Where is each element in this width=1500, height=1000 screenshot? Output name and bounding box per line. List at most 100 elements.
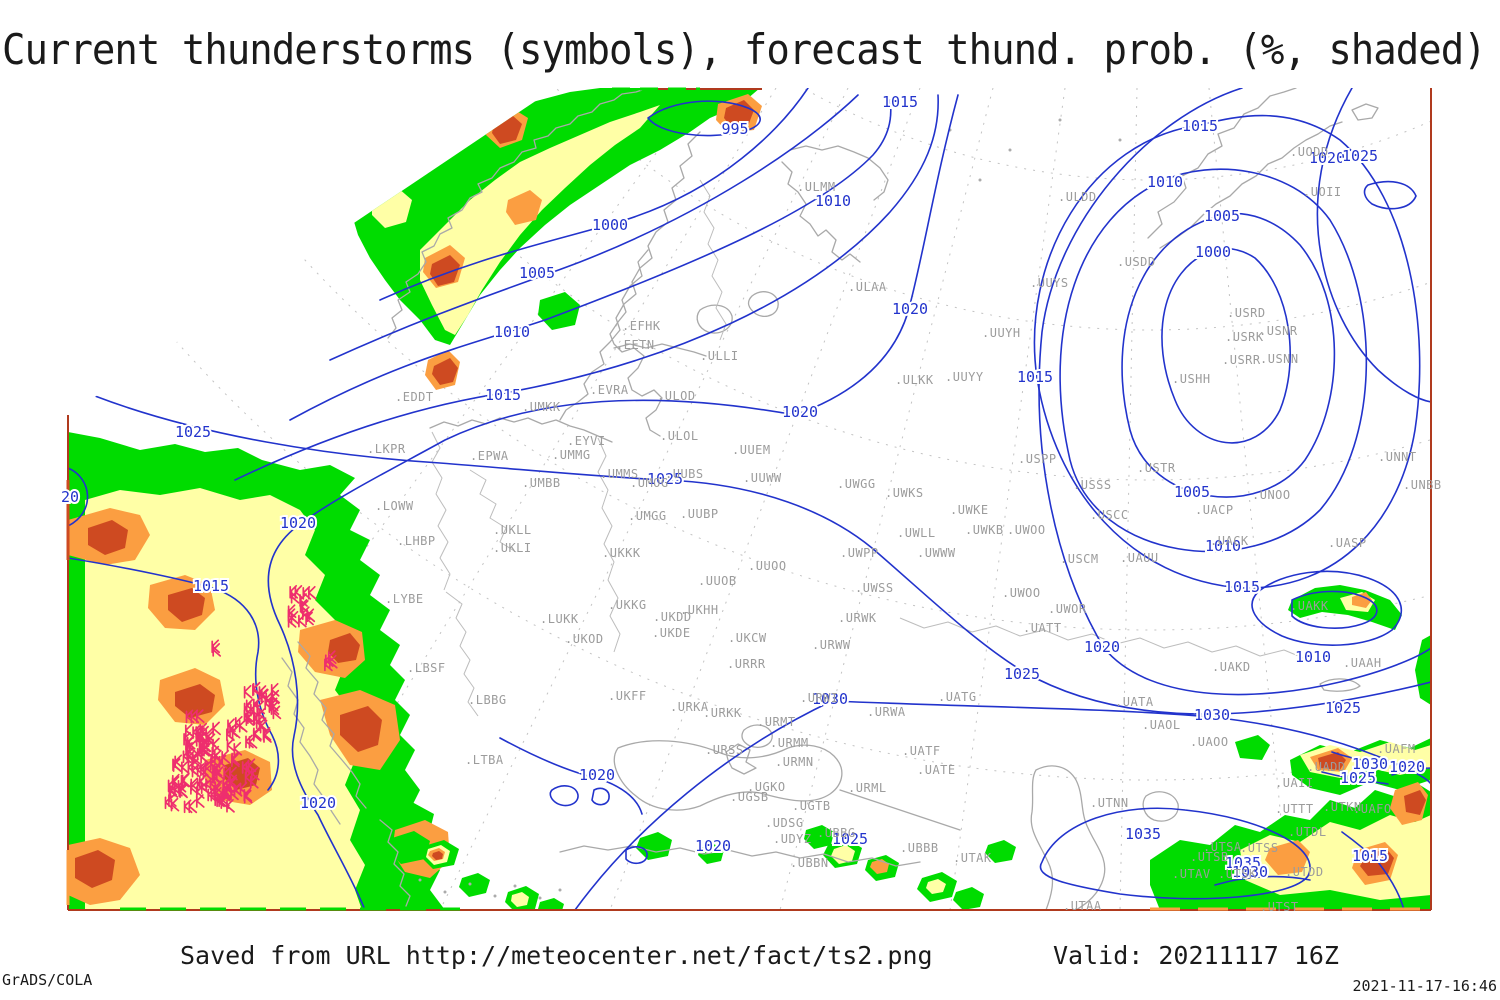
station-id-label: .LKPR (367, 442, 406, 456)
thunderstorm-symbol-icon (188, 799, 198, 814)
station-id-label: .UNOO (1252, 488, 1291, 502)
isobar-label: 1025 (832, 830, 868, 848)
thunderstorm-symbols (164, 584, 338, 814)
station-id-label: .UAFM (1377, 742, 1416, 756)
station-id-label: .UTAA (1063, 899, 1102, 913)
station-id-label: .LTBA (465, 753, 504, 767)
thunderstorm-symbol-icon (260, 688, 270, 703)
station-id-label: .LYBE (385, 592, 424, 606)
thunderstorm-symbol-icon (298, 613, 307, 628)
isobar-label: 1020 (1084, 638, 1120, 656)
isobar-label: 1000 (592, 216, 628, 234)
station-id-label: .USSS (1073, 478, 1112, 492)
station-id-label: .UKFF (608, 689, 647, 703)
station-id-label: .UNBB (1403, 478, 1442, 492)
thunderstorm-symbol-icon (270, 682, 280, 697)
station-id-label: .UWWW (917, 546, 956, 560)
station-id-label: .USRK (1225, 330, 1264, 344)
station-id-label: .UACP (1195, 503, 1234, 517)
isobar-label: 1030 (1194, 706, 1230, 724)
station-id-label: .UTST (1260, 900, 1299, 914)
station-id-label: .UWPP (840, 546, 879, 560)
isobars (68, 88, 1431, 910)
station-id-label: .UUBP (680, 507, 719, 521)
isobar-label: 1020 (280, 514, 316, 532)
station-id-label: .UGTB (792, 799, 831, 813)
station-id-label: .EETN (616, 338, 655, 352)
map-frame (66, 87, 1432, 911)
isobar-label: 1015 (193, 577, 229, 595)
station-id-label: .LBSF (407, 661, 446, 675)
thunderstorm-symbol-icon (212, 737, 221, 752)
station-id-label: .UTTT (1275, 802, 1314, 816)
isobar-label: 1010 (1205, 537, 1241, 555)
station-id-label: .UMMG (552, 448, 591, 462)
source-url-text: Saved from URL http://meteocenter.net/fa… (180, 941, 933, 970)
station-id-label: .UTDL (1288, 825, 1327, 839)
station-id-label: .UUOO (748, 559, 787, 573)
station-id-label: .EVRA (590, 383, 629, 397)
thunderstorm-symbol-icon (184, 723, 194, 738)
isobar-label: 1015 (1017, 368, 1053, 386)
station-id-label: .URWK (838, 611, 877, 625)
station-id-label: .UMKK (522, 400, 561, 414)
station-id-label: .UTSK (1218, 867, 1257, 881)
thunderstorm-symbol-icon (248, 734, 258, 749)
thunderstorm-symbol-icon (243, 684, 253, 699)
station-id-label: .USTR (1137, 461, 1176, 475)
isobar-label: 1010 (494, 323, 530, 341)
isobar-label: 1025 (1340, 769, 1376, 787)
station-id-label: .UTDD (1285, 865, 1324, 879)
station-id-label: .UASP (1328, 536, 1367, 550)
station-id-label: .UDSG (765, 816, 804, 830)
station-id-label: .UAKD (1212, 660, 1251, 674)
isobar-label: 20 (61, 488, 79, 506)
station-id-label: .UAAH (1343, 656, 1382, 670)
station-id-label: .USHH (1172, 372, 1211, 386)
isobar-label: 1020 (695, 837, 731, 855)
station-id-label: .UTNN (1090, 796, 1129, 810)
station-id-label: .EYVI (567, 434, 606, 448)
thunderstorm-symbol-icon (229, 723, 238, 737)
thunderstorm-symbol-icon (210, 787, 220, 802)
isobar-label: 1030 (1232, 863, 1268, 881)
station-id-label: .URKA (670, 700, 709, 714)
isobar-label: 1015 (1182, 117, 1218, 135)
thunderstorm-symbol-icon (239, 781, 249, 796)
station-id-label: .UMOG (630, 476, 669, 490)
station-id-label: .UACK (1210, 534, 1249, 548)
station-id-label: .UATG (938, 690, 977, 704)
graticule-grid (68, 88, 1431, 910)
thunderstorm-symbol-icon (231, 753, 240, 768)
station-id-label: .UWSS (855, 581, 894, 595)
station-id-label: .UMMS (600, 467, 639, 481)
station-id-label: .URWA (867, 705, 906, 719)
isobar-label: 1025 (1342, 147, 1378, 165)
station-id-label: .UATT (1023, 621, 1062, 635)
station-id-label: .UWOO (1007, 523, 1046, 537)
station-id-label: .UWKE (950, 503, 989, 517)
station-id-label: .USCM (1060, 552, 1099, 566)
station-id-label: .UTKN (1323, 800, 1362, 814)
isobar-label: 1035 (1125, 825, 1161, 843)
isobar-label: 1020 (1389, 758, 1425, 776)
station-id-label: .EFHK (622, 319, 661, 333)
thunderstorm-symbol-icon (226, 738, 236, 752)
station-id-label: .UTAV (1172, 867, 1211, 881)
station-id-label: .UUYY (945, 370, 984, 384)
thunderstorm-symbol-icon (272, 705, 282, 720)
station-id-label: .UBBG (817, 826, 856, 840)
thunderstorm-symbol-icon (212, 721, 221, 736)
station-id-label: .USCC (1090, 508, 1129, 522)
thunderstorm-symbol-icon (191, 763, 201, 778)
station-id-label: .UBBB (900, 841, 939, 855)
station-id-label: .ULAA (848, 280, 887, 294)
thunderstorm-symbol-icon (301, 606, 311, 621)
thunderstorm-symbol-icon (289, 584, 299, 599)
thunderstorm-symbol-icon (181, 773, 191, 788)
station-id-label: .URSS (705, 743, 744, 757)
station-id-label: .UAKK (1290, 599, 1329, 613)
grads-credit: GrADS/COLA (2, 971, 93, 989)
